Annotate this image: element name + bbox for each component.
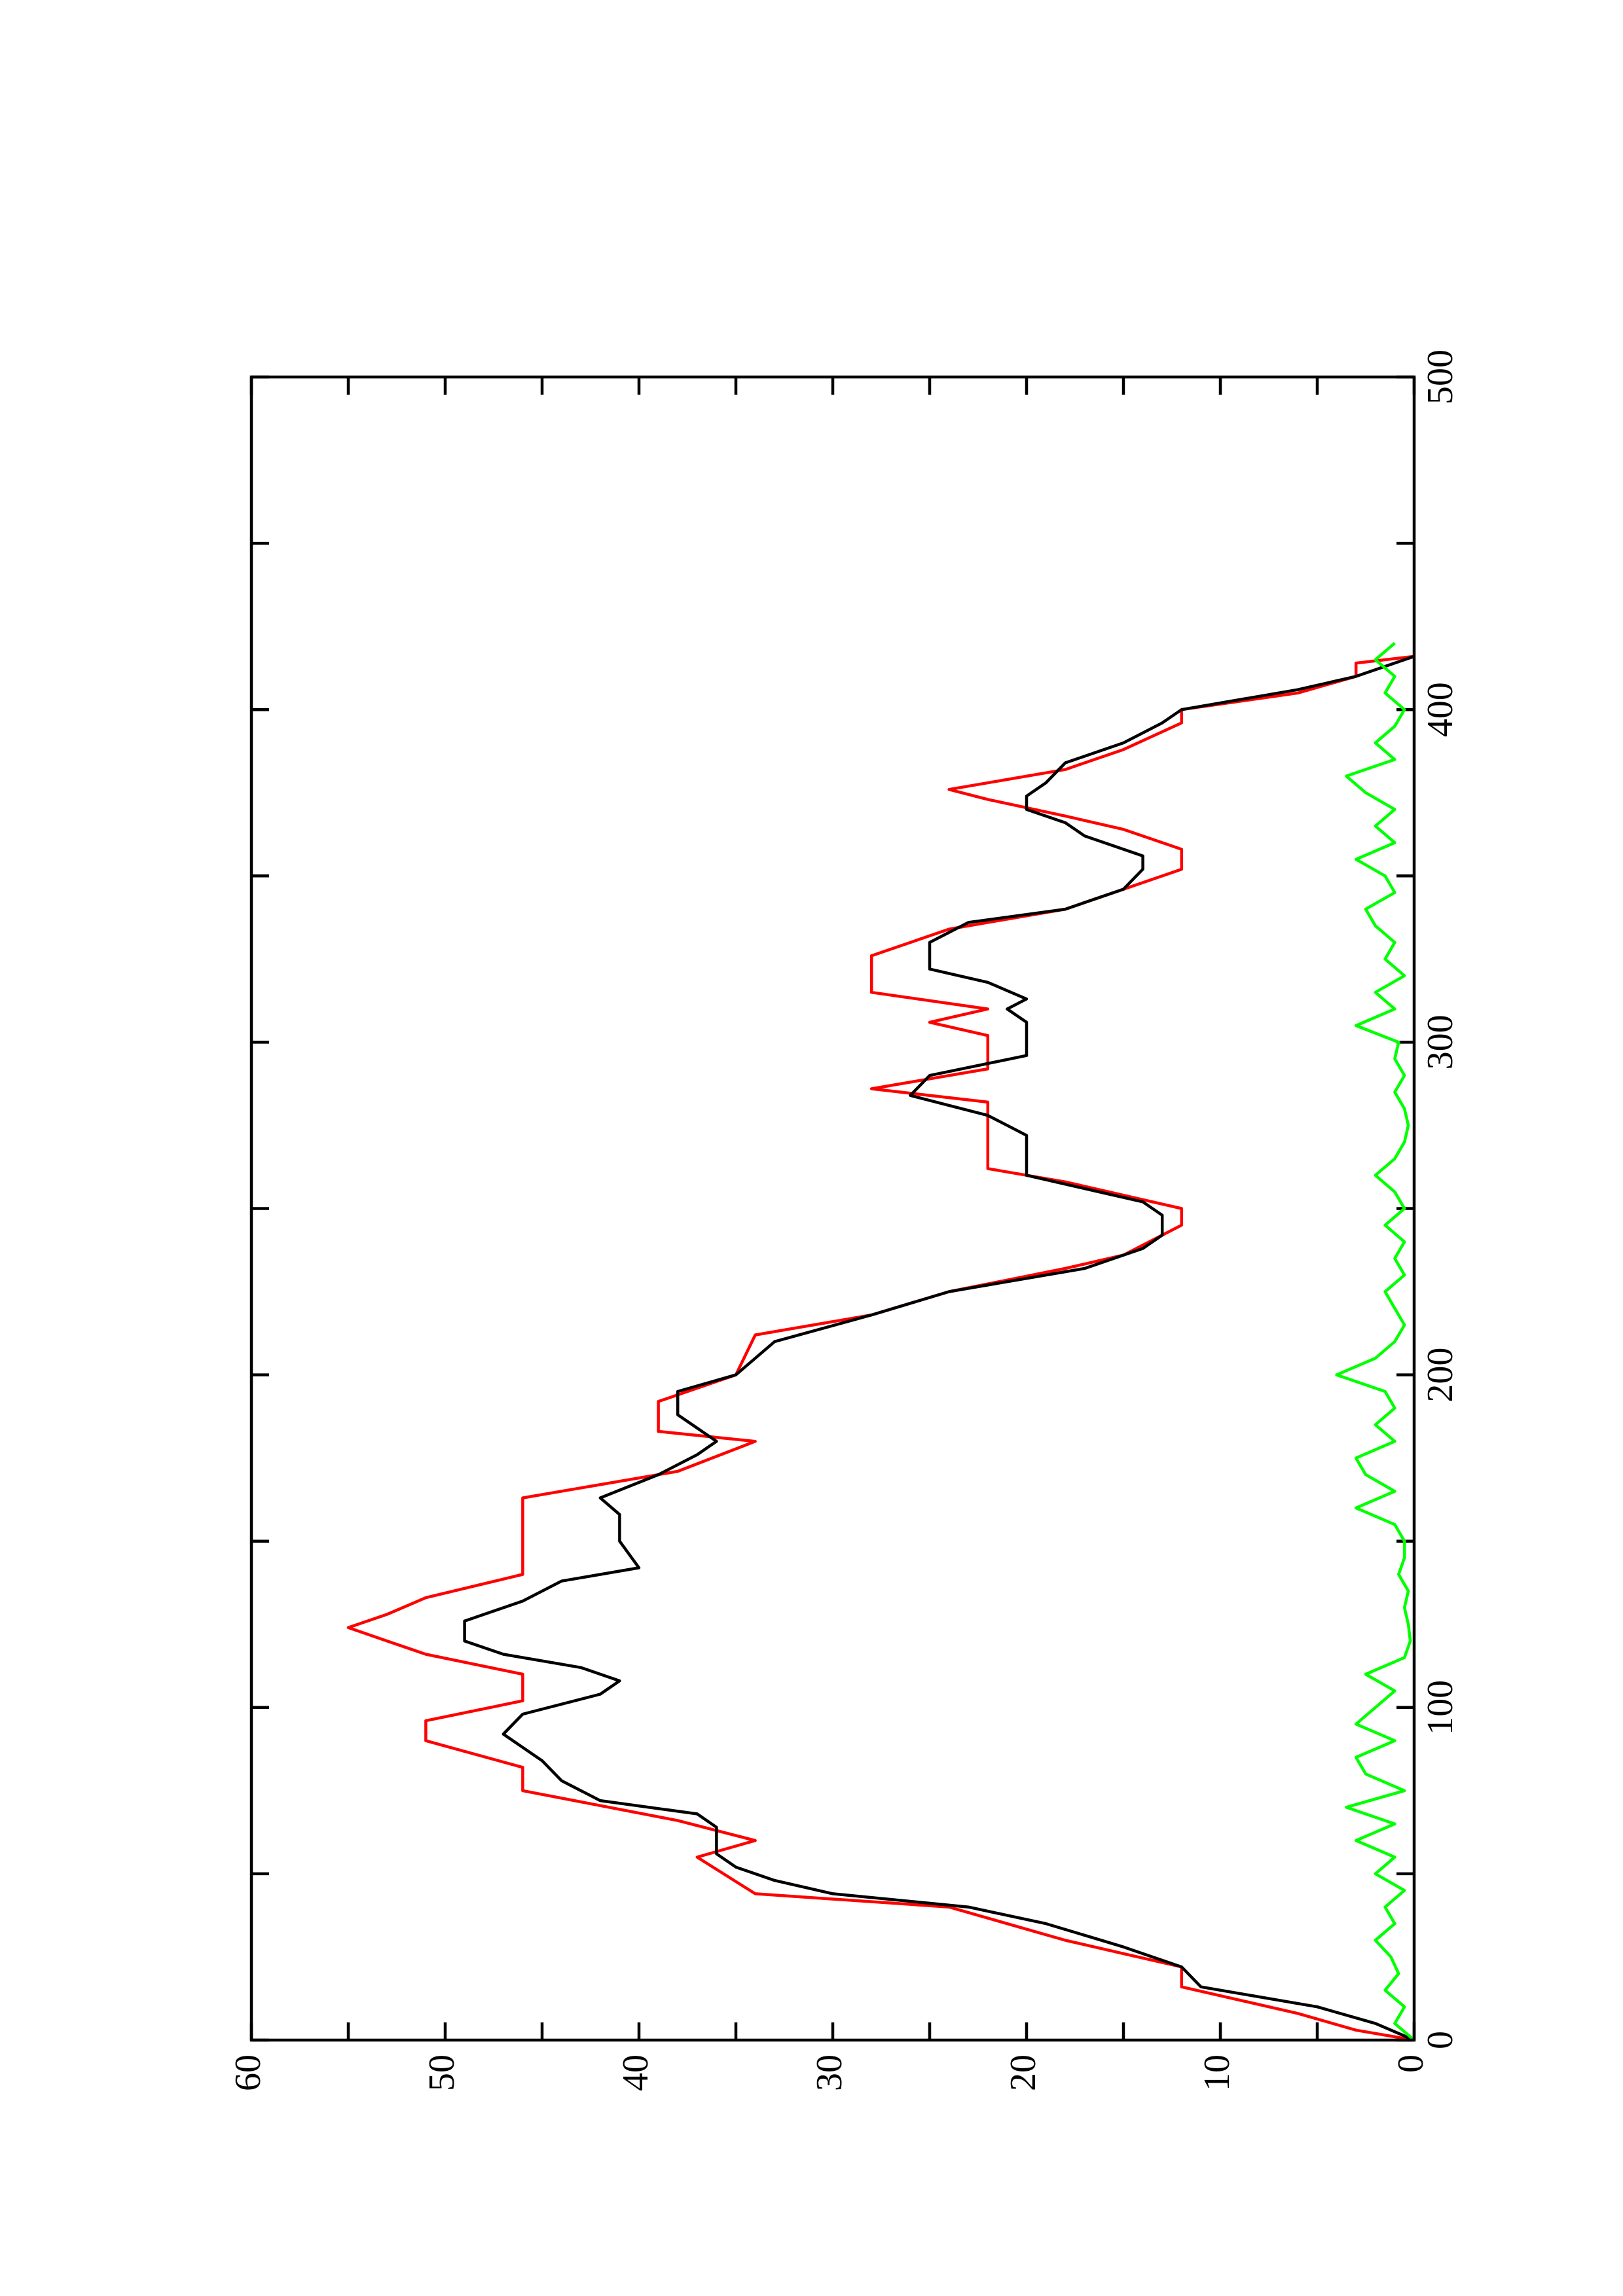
y-tick-label: 50: [422, 2054, 462, 2091]
y-tick-label: 0: [1391, 2054, 1431, 2073]
series-line: [463, 655, 1415, 2042]
y-tick-label: 20: [1003, 2054, 1044, 2091]
plot-area: 0 100 200 300 400 500 0 10 20 30 40 50 60: [228, 350, 1461, 2091]
x-tick-label: 100: [1420, 1680, 1461, 1735]
y-tick-label: 30: [809, 2054, 850, 2091]
x-tick-label: 500: [1420, 350, 1461, 404]
series-line: [1335, 641, 1415, 2041]
y-tick-label: 40: [615, 2054, 656, 2091]
series-line: [346, 655, 1415, 2042]
x-tick-label: 400: [1420, 682, 1461, 737]
x-tick-label: 300: [1420, 1014, 1461, 1069]
x-tick-label: 200: [1420, 1348, 1461, 1403]
y-tick-label: 10: [1197, 2054, 1237, 2091]
x-tick-label: 0: [1420, 2031, 1461, 2049]
y-tick-label: 60: [228, 2054, 268, 2091]
plot-frame: [249, 375, 1416, 2042]
